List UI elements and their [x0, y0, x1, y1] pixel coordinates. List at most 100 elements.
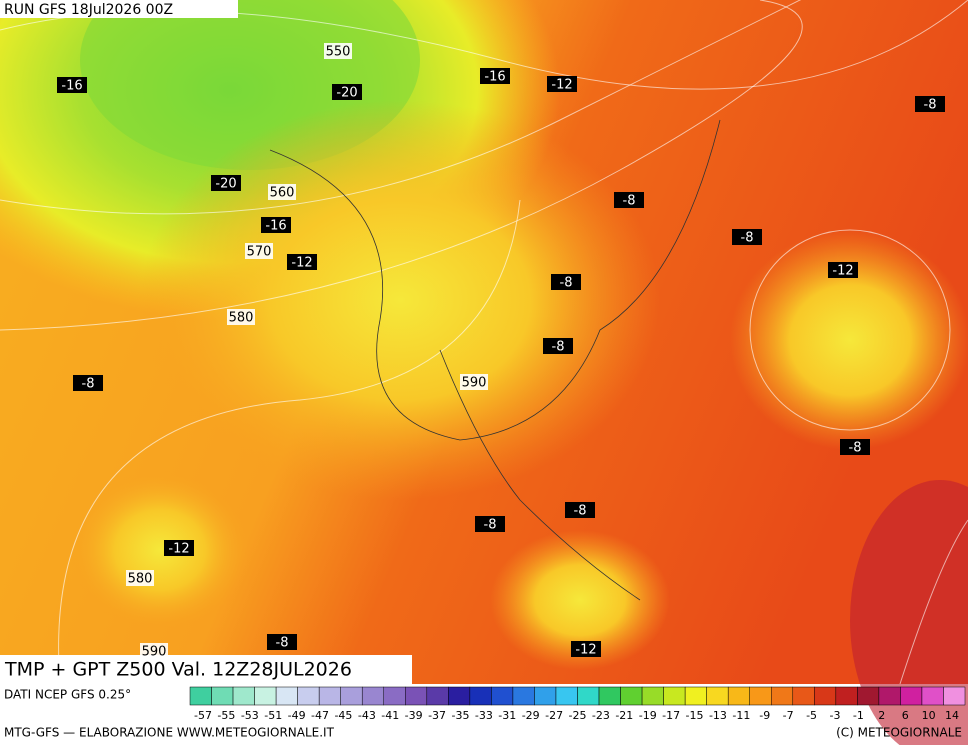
height-label-box — [126, 570, 154, 586]
colorbar-label: 14 — [945, 709, 959, 722]
colorbar-swatch — [361, 686, 385, 706]
colorbar-swatch — [749, 686, 772, 706]
colorbar-label: 6 — [902, 709, 909, 722]
colorbar-swatch — [491, 686, 514, 706]
colorbar-swatch — [405, 686, 428, 706]
colorbar-label: -3 — [829, 709, 840, 722]
colorbar-swatch — [663, 686, 686, 706]
colorbar-label: -51 — [264, 709, 282, 722]
colorbar-swatch — [835, 686, 858, 706]
colorbar-label: -57 — [194, 709, 212, 722]
temperature-label: -20 — [215, 177, 236, 192]
colorbar-label: -21 — [615, 709, 633, 722]
colorbar-swatch — [426, 686, 449, 706]
colorbar-label: -55 — [217, 709, 235, 722]
temperature-label-box — [840, 439, 870, 455]
temperature-label: -12 — [575, 643, 596, 658]
temperature-label-box — [571, 641, 601, 657]
colorbar-swatch — [297, 686, 320, 706]
title-box — [0, 655, 412, 684]
temperature-label-box — [732, 229, 762, 245]
temperature-label: -8 — [552, 340, 565, 355]
temperature-label: -8 — [574, 504, 587, 519]
temperature-label: -8 — [560, 276, 573, 291]
temperature-label-box — [480, 68, 510, 84]
colorbar-label: -41 — [381, 709, 399, 722]
colorbar-label: -39 — [405, 709, 423, 722]
colorbar-swatch — [878, 686, 901, 706]
height-label-box — [268, 184, 296, 200]
colorbar-label: -27 — [545, 709, 563, 722]
colorbar-swatch — [189, 686, 212, 706]
colorbar-label: -5 — [806, 709, 817, 722]
colorbar-label: -25 — [569, 709, 587, 722]
height-label-box — [460, 374, 488, 390]
colorbar-label: -33 — [475, 709, 493, 722]
colorbar-swatch — [232, 686, 255, 706]
temperature-label-box — [57, 77, 87, 93]
colorbar-label: -13 — [709, 709, 727, 722]
colorbar-swatch — [943, 686, 966, 706]
colorbar-label: -11 — [732, 709, 750, 722]
colorbar-swatch — [857, 686, 880, 706]
height-label-box — [324, 43, 352, 59]
temperature-label: -8 — [276, 636, 289, 651]
height-label: 580 — [229, 311, 254, 326]
temperature-label: -8 — [82, 377, 95, 392]
temperature-label: -8 — [924, 98, 937, 113]
temperature-label: -16 — [61, 79, 82, 94]
colorbar-swatch — [318, 686, 341, 706]
colorbar-swatch — [684, 686, 707, 706]
colorbar-swatch — [448, 686, 471, 706]
colorbar-label: -1 — [853, 709, 864, 722]
colorbar-label: -49 — [288, 709, 306, 722]
temperature-label-box — [267, 634, 297, 650]
height-label: 590 — [462, 376, 487, 391]
colorbar-swatch — [577, 686, 600, 706]
height-label-box — [140, 643, 168, 659]
temperature-label-box — [828, 262, 858, 278]
footer-left: MTG-GFS — ELABORAZIONE WWW.METEOGIORNALE… — [4, 726, 335, 740]
colorbar-label: -9 — [759, 709, 770, 722]
colorbar-label: -7 — [783, 709, 794, 722]
colorbar-label: -35 — [451, 709, 469, 722]
run-label: RUN GFS 18Jul2026 00Z — [4, 2, 173, 18]
height-label: 550 — [326, 45, 351, 60]
temperature-label-box — [332, 84, 362, 100]
colorbar-label: -45 — [334, 709, 352, 722]
colorbar-label: -53 — [241, 709, 259, 722]
height-label: 560 — [270, 186, 295, 201]
temperature-label-box — [915, 96, 945, 112]
temperature-label: -12 — [832, 264, 853, 279]
source-label: DATI NCEP GFS 0.25° — [4, 688, 131, 702]
temperature-label: -8 — [484, 518, 497, 533]
colorbar-swatch — [469, 686, 492, 706]
colorbar-swatch — [275, 686, 298, 706]
temperature-label: -8 — [623, 194, 636, 209]
colorbar-swatch — [383, 686, 406, 706]
colorbar-swatch — [900, 686, 923, 706]
colorbar-swatch — [921, 686, 944, 706]
height-label: 570 — [247, 245, 272, 260]
colorbar-swatch — [512, 686, 535, 706]
temperature-label: -12 — [168, 542, 189, 557]
temperature-label-box — [614, 192, 644, 208]
colorbar-label: -19 — [639, 709, 657, 722]
colorbar-swatch — [598, 686, 621, 706]
temperature-label-box — [551, 274, 581, 290]
colorbar-label: -29 — [522, 709, 540, 722]
temperature-label-box — [287, 254, 317, 270]
colorbar-label: -43 — [358, 709, 376, 722]
temperature-label: -12 — [291, 256, 312, 271]
temperature-label-box — [475, 516, 505, 532]
height-label: 580 — [128, 572, 153, 587]
temperature-label: -20 — [336, 86, 357, 101]
height-label: 590 — [142, 645, 167, 660]
colorbar-swatch — [641, 686, 664, 706]
temperature-label-box — [543, 338, 573, 354]
colorbar-label: -17 — [662, 709, 680, 722]
colorbar-label: 10 — [922, 709, 936, 722]
colorbar-swatch — [771, 686, 794, 706]
